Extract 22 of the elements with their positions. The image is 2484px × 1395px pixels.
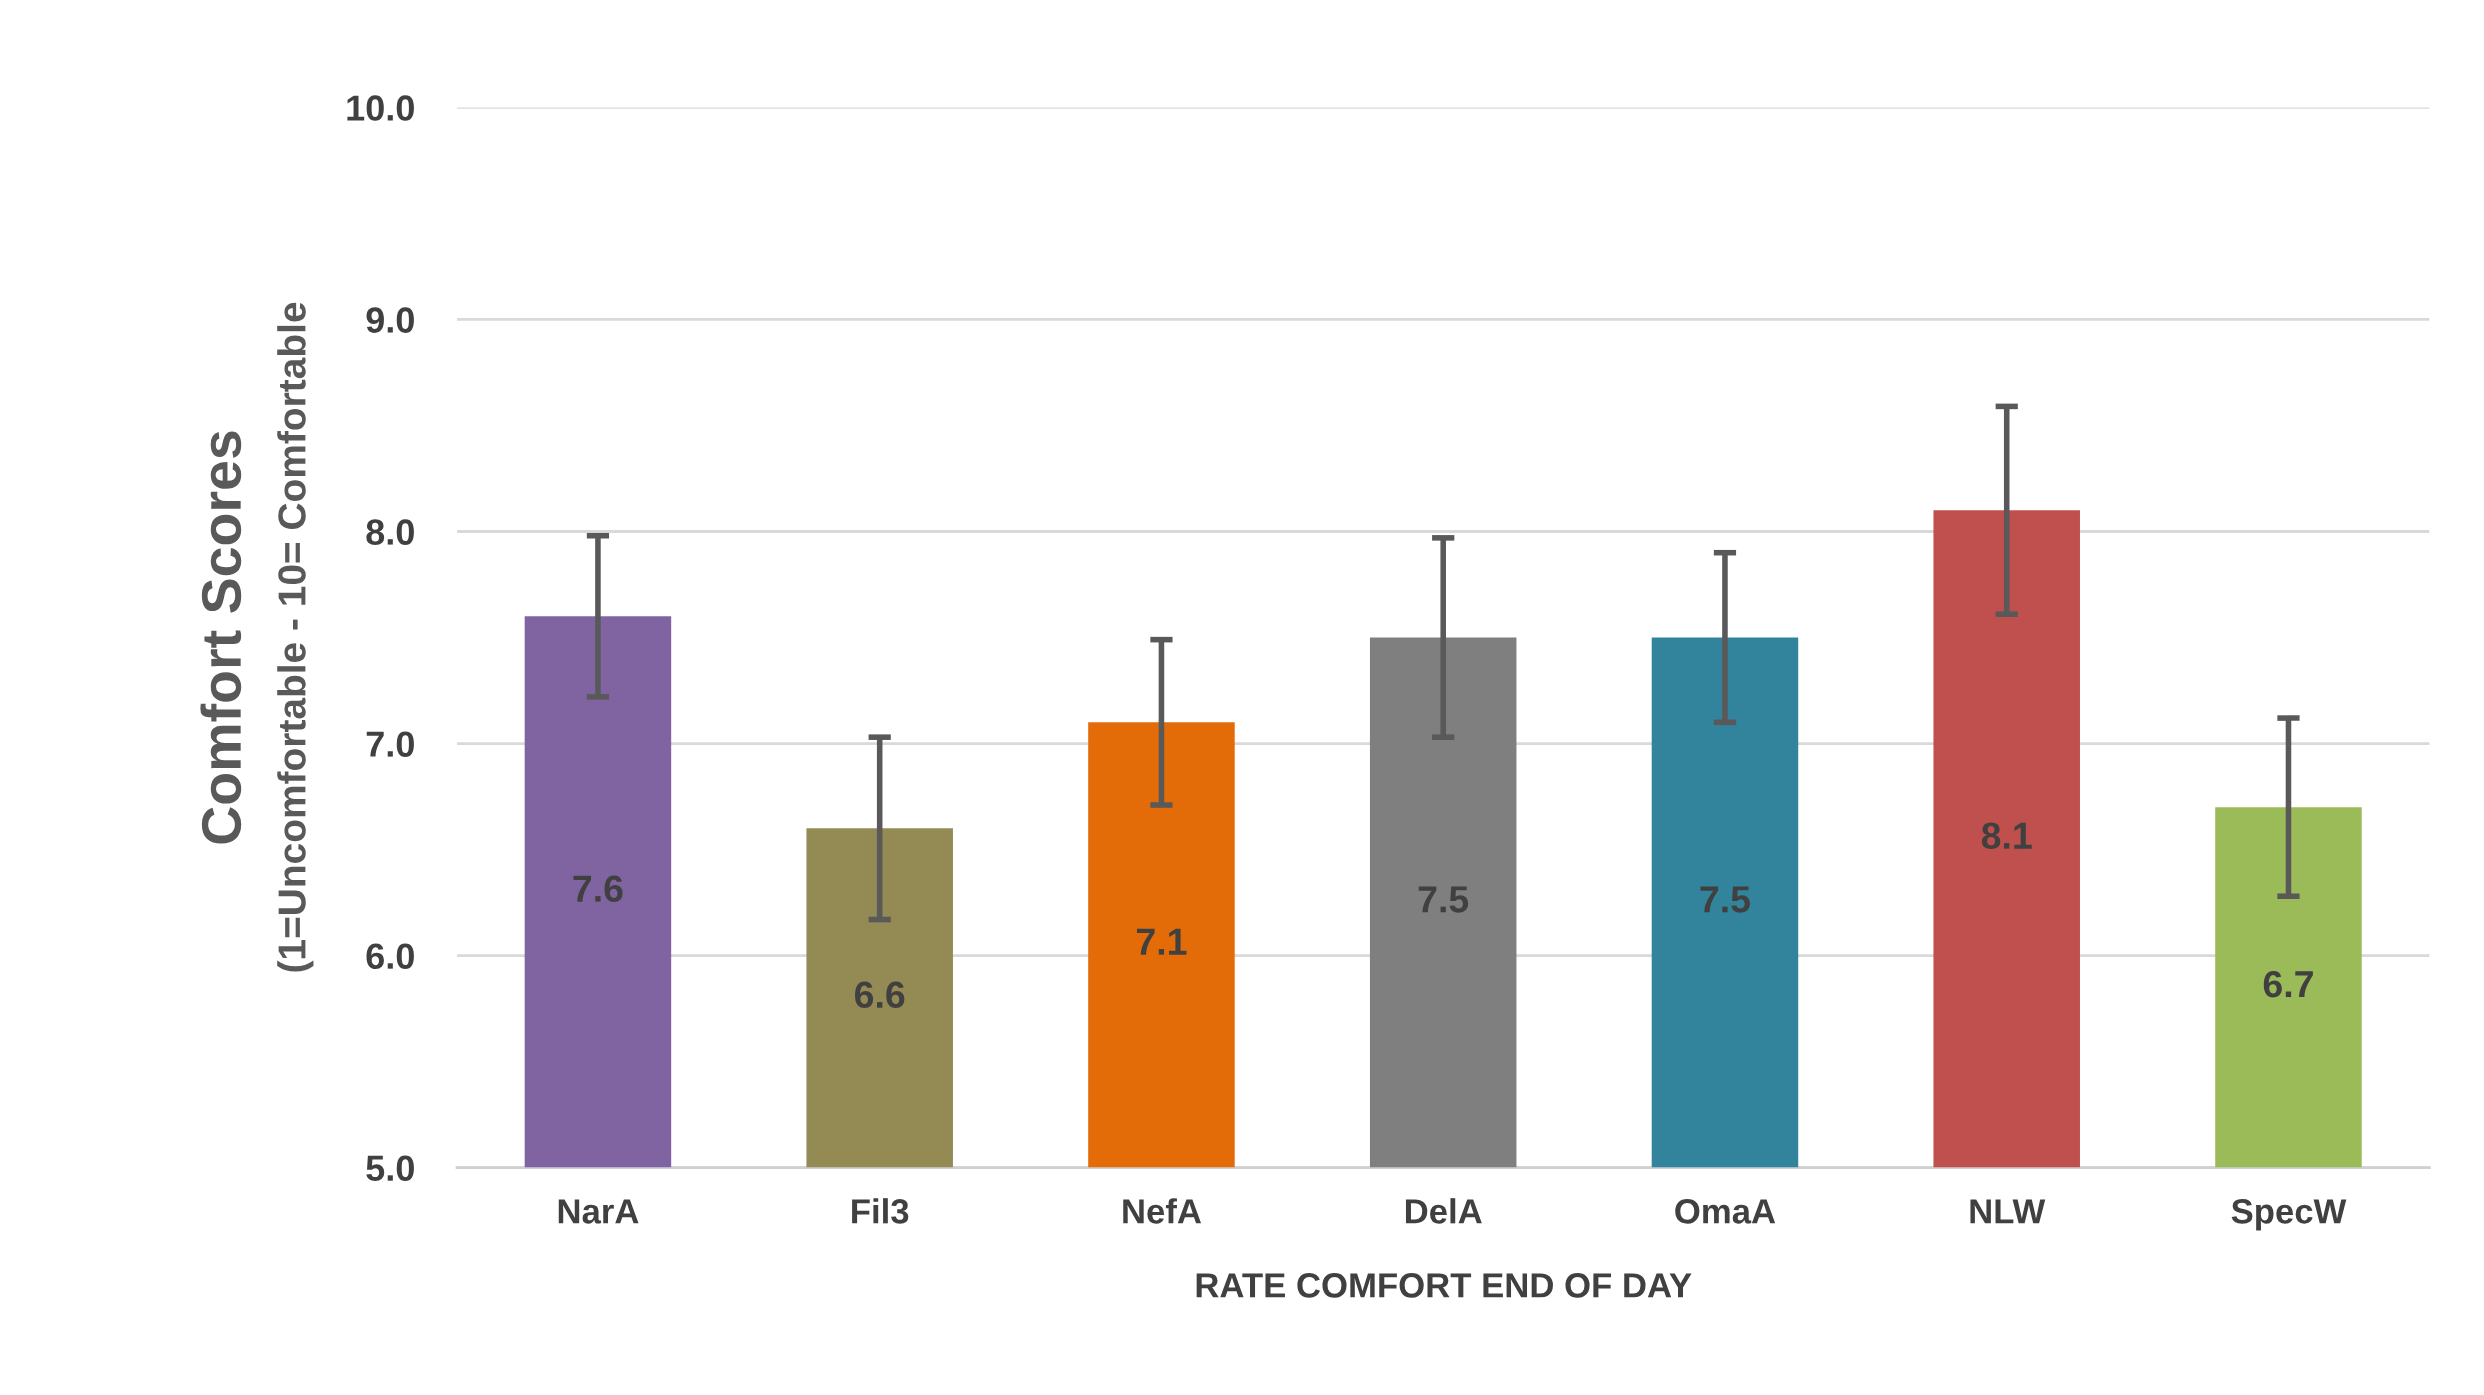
y-axis-title: Comfort Scores (1=Uncomfortable - 10= Comfortable bbox=[200, 302, 314, 972]
data-label: 7.6 bbox=[573, 875, 623, 903]
y-tick-label: 6.0 bbox=[366, 943, 414, 970]
data-label: 8.1 bbox=[1981, 822, 2032, 850]
y-tick-label: 8.0 bbox=[366, 519, 414, 545]
x-tick-label: DelA bbox=[1405, 1198, 1482, 1224]
data-label: 6.7 bbox=[2263, 970, 2313, 998]
x-tick-label: Fil3 bbox=[852, 1198, 909, 1224]
data-label: 6.6 bbox=[855, 981, 905, 1009]
y-tick-label: 10.0 bbox=[347, 95, 414, 121]
x-tick-label: NefA bbox=[1123, 1198, 1202, 1224]
x-tick-label: OmaA bbox=[1675, 1199, 1776, 1224]
x-tick-label: NLW bbox=[1970, 1199, 2046, 1224]
x-tick-label: NarA bbox=[558, 1199, 639, 1224]
data-label: 7.1 bbox=[1137, 928, 1187, 955]
y-tick-label: 5.0 bbox=[366, 1155, 414, 1182]
data-label: 7.5 bbox=[1700, 886, 1750, 913]
data-label: 7.5 bbox=[1418, 886, 1469, 913]
y-tick-label: 7.0 bbox=[366, 731, 414, 757]
y-tick-label: 9.0 bbox=[366, 307, 414, 333]
x-axis-title: RATE COMFORT END OF DAY bbox=[1196, 1273, 1692, 1298]
x-tick-label: SpecW bbox=[2231, 1199, 2347, 1231]
